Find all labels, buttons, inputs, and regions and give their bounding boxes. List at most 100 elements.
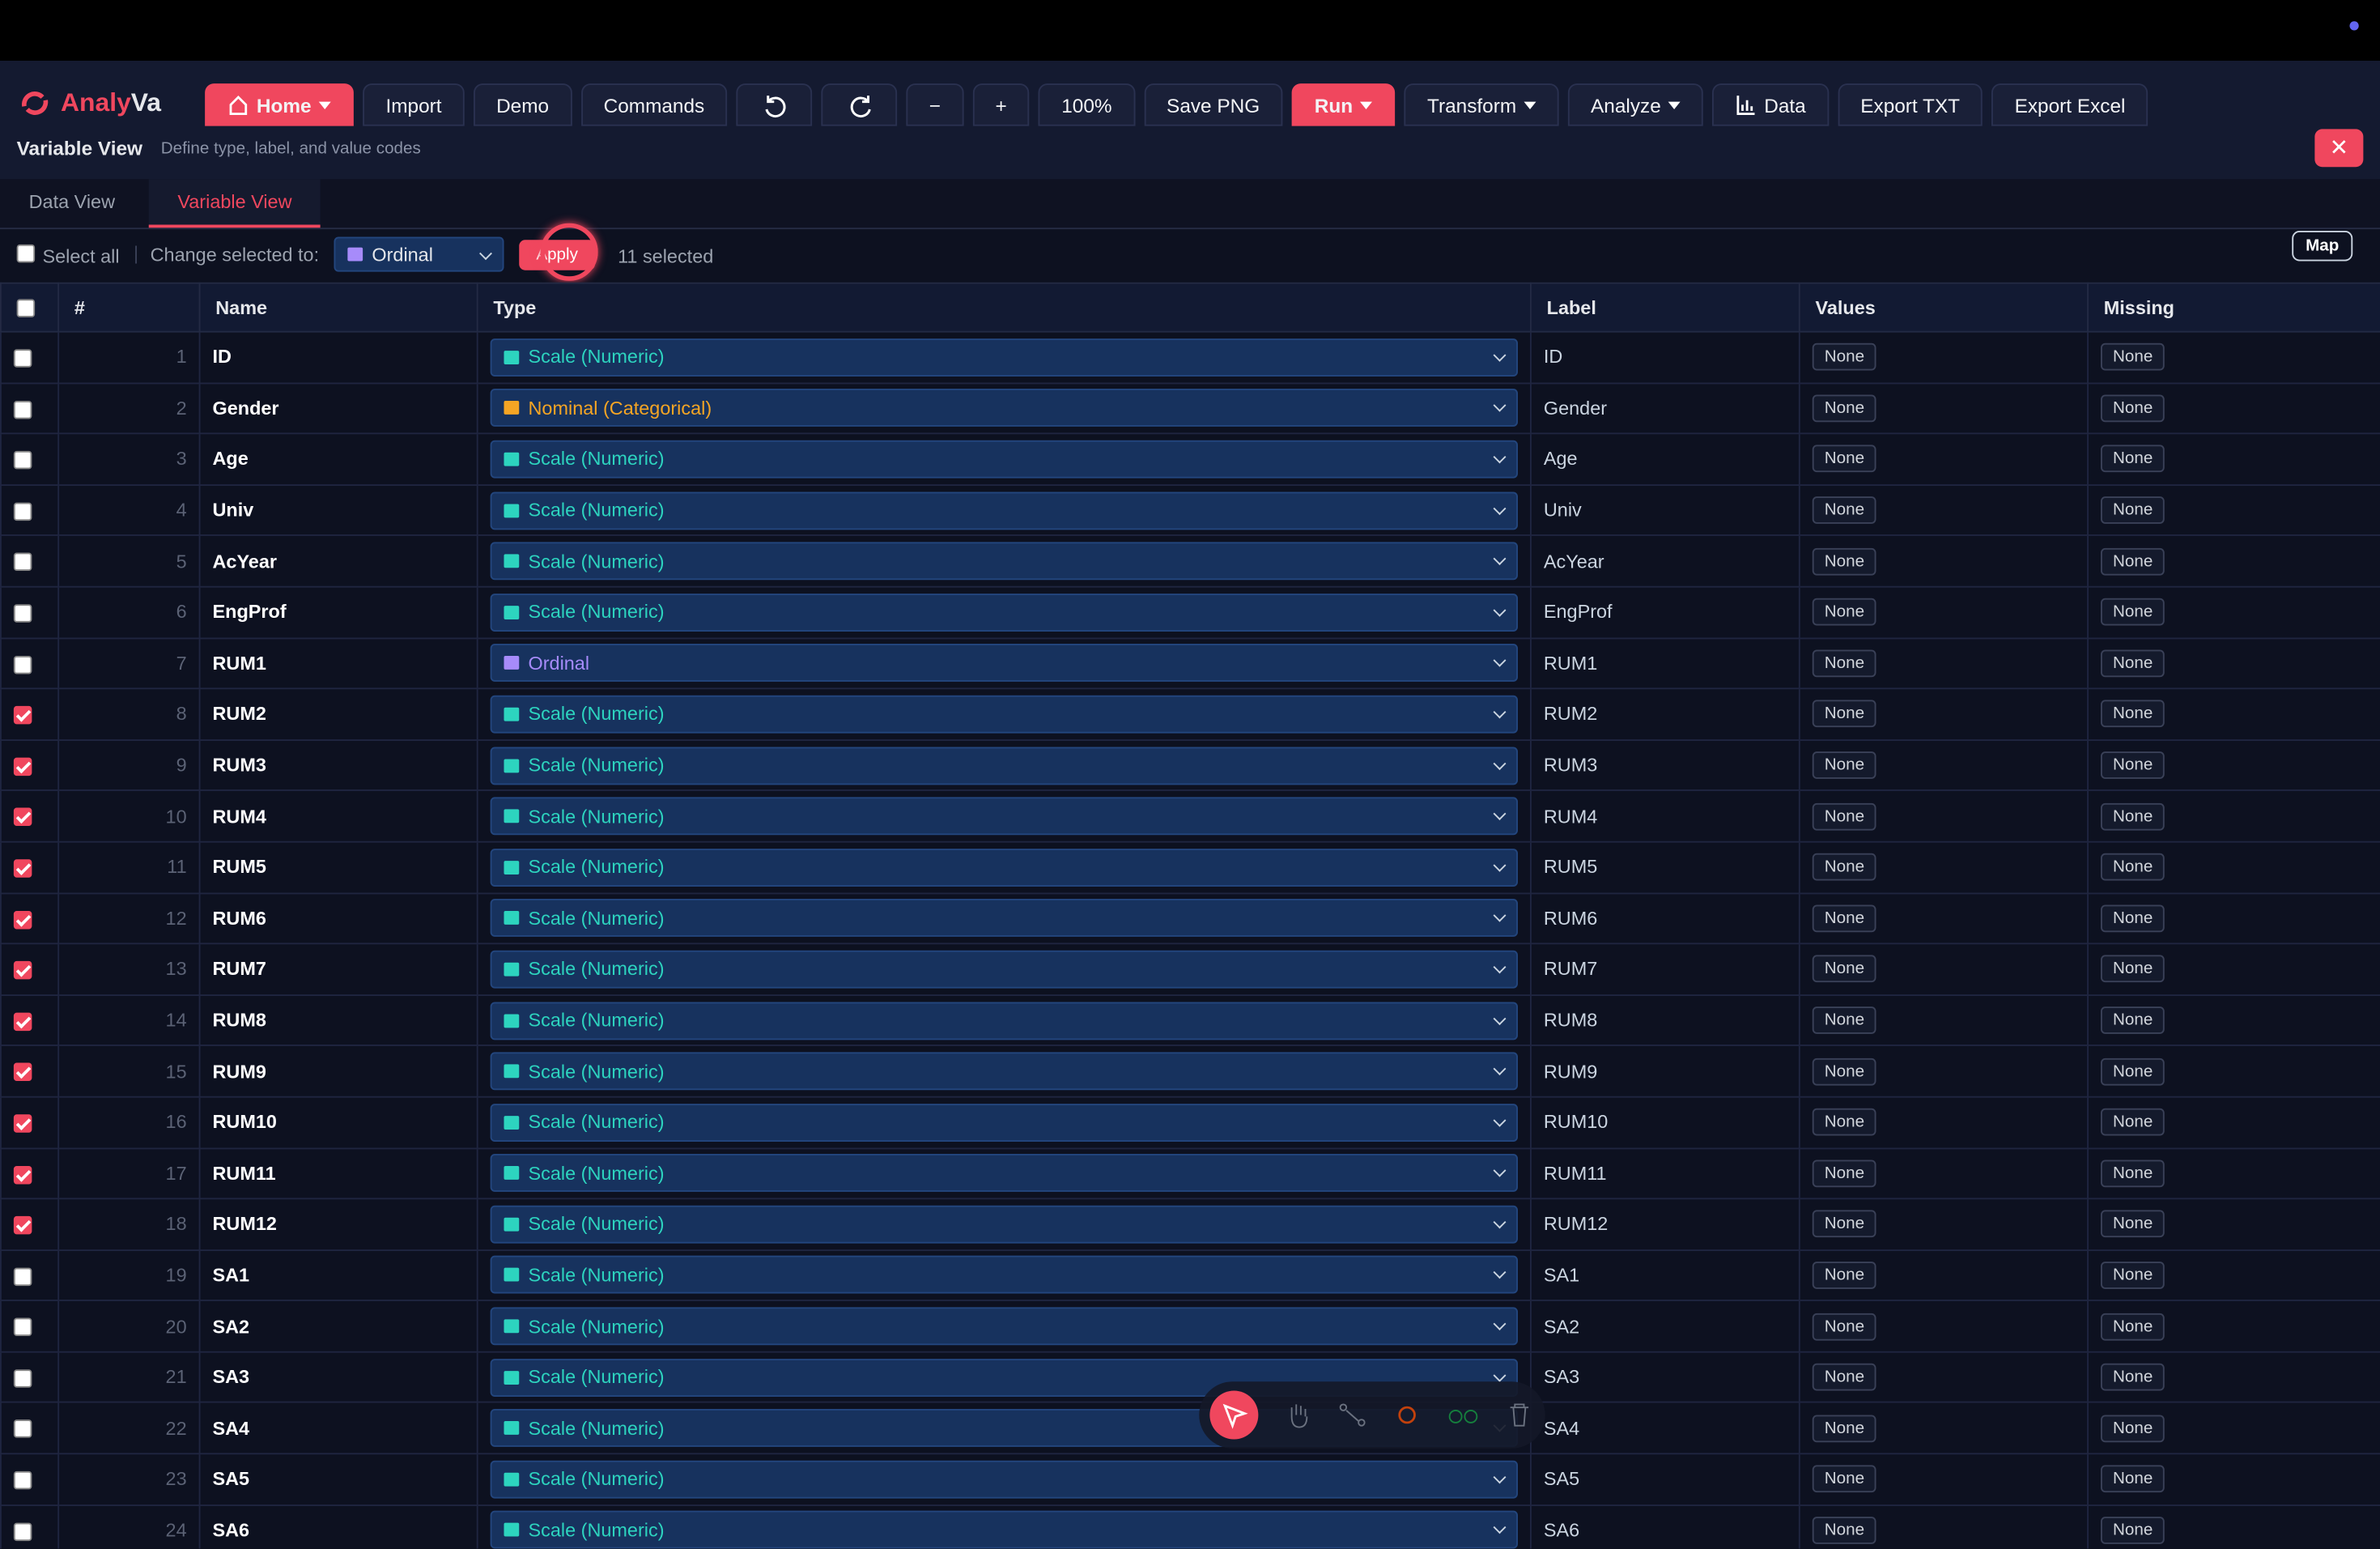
type-select[interactable]: Scale (Numeric) xyxy=(490,746,1518,785)
values-pill[interactable]: None xyxy=(1812,598,1877,626)
missing-pill[interactable]: None xyxy=(2101,1517,2165,1544)
row-checkbox[interactable] xyxy=(13,1114,32,1133)
toolbar-button[interactable]: Save PNG xyxy=(1143,83,1283,126)
connect-tool[interactable] xyxy=(1336,1398,1369,1432)
values-pill[interactable]: None xyxy=(1812,955,1877,983)
values-pill[interactable]: None xyxy=(1812,1262,1877,1289)
values-pill[interactable]: None xyxy=(1812,1057,1877,1085)
missing-pill[interactable]: None xyxy=(2101,445,2165,474)
missing-pill[interactable]: None xyxy=(2101,955,2165,983)
view-tool[interactable] xyxy=(1445,1398,1481,1432)
type-select[interactable]: Scale (Numeric) xyxy=(490,1154,1518,1193)
row-checkbox[interactable] xyxy=(13,1369,32,1388)
missing-pill[interactable]: None xyxy=(2101,394,2165,423)
toolbar-button[interactable]: Run xyxy=(1291,83,1396,126)
type-select[interactable]: Scale (Numeric) xyxy=(490,797,1518,836)
values-pill[interactable]: None xyxy=(1812,394,1877,423)
redo-button[interactable] xyxy=(821,83,898,126)
row-checkbox[interactable] xyxy=(13,706,32,725)
type-select[interactable]: Scale (Numeric) xyxy=(490,593,1518,632)
row-checkbox[interactable] xyxy=(13,859,32,878)
toolbar-button[interactable]: Data xyxy=(1712,83,1829,126)
row-checkbox[interactable] xyxy=(13,1318,32,1337)
map-button[interactable]: Map xyxy=(2292,231,2353,262)
values-pill[interactable]: None xyxy=(1812,700,1877,728)
type-select[interactable]: Scale (Numeric) xyxy=(490,1103,1518,1142)
toolbar-button[interactable]: Commands xyxy=(580,83,728,126)
type-select[interactable]: Scale (Numeric) xyxy=(490,338,1518,377)
missing-pill[interactable]: None xyxy=(2101,1415,2165,1442)
row-checkbox[interactable] xyxy=(13,1267,32,1286)
type-select[interactable]: Scale (Numeric) xyxy=(490,1460,1518,1499)
row-checkbox[interactable] xyxy=(13,961,32,980)
values-pill[interactable]: None xyxy=(1812,1313,1877,1340)
type-select[interactable]: Scale (Numeric) xyxy=(490,1205,1518,1244)
missing-pill[interactable]: None xyxy=(2101,1006,2165,1034)
undo-button[interactable] xyxy=(736,83,813,126)
row-checkbox[interactable] xyxy=(13,808,32,827)
missing-pill[interactable]: None xyxy=(2101,802,2165,830)
values-pill[interactable]: None xyxy=(1812,1211,1877,1238)
row-checkbox[interactable] xyxy=(13,400,32,419)
missing-pill[interactable]: None xyxy=(2101,1057,2165,1085)
toolbar-button[interactable]: Home xyxy=(205,83,355,126)
tab[interactable]: Variable View xyxy=(148,179,321,228)
missing-pill[interactable]: None xyxy=(2101,1313,2165,1340)
values-pill[interactable]: None xyxy=(1812,1006,1877,1034)
missing-pill[interactable]: None xyxy=(2101,1364,2165,1391)
type-select[interactable]: Scale (Numeric) xyxy=(490,542,1518,581)
values-pill[interactable]: None xyxy=(1812,1466,1877,1493)
shape-tool[interactable] xyxy=(1391,1398,1424,1432)
type-select[interactable]: Scale (Numeric) xyxy=(490,1307,1518,1346)
toolbar-button[interactable]: + xyxy=(972,83,1030,126)
values-pill[interactable]: None xyxy=(1812,547,1877,576)
row-checkbox[interactable] xyxy=(13,349,32,368)
row-checkbox[interactable] xyxy=(13,1165,32,1184)
row-checkbox[interactable] xyxy=(13,451,32,470)
values-pill[interactable]: None xyxy=(1812,496,1877,525)
values-pill[interactable]: None xyxy=(1812,751,1877,779)
hand-tool[interactable] xyxy=(1281,1398,1315,1432)
row-checkbox[interactable] xyxy=(13,502,32,521)
missing-pill[interactable]: None xyxy=(2101,343,2165,372)
pointer-tool[interactable] xyxy=(1209,1389,1260,1441)
values-pill[interactable]: None xyxy=(1812,904,1877,932)
values-pill[interactable]: None xyxy=(1812,1415,1877,1442)
close-button[interactable]: ✕ xyxy=(2314,129,2364,168)
values-pill[interactable]: None xyxy=(1812,445,1877,474)
row-checkbox[interactable] xyxy=(13,1470,32,1490)
values-pill[interactable]: None xyxy=(1812,853,1877,881)
missing-pill[interactable]: None xyxy=(2101,700,2165,728)
row-checkbox[interactable] xyxy=(13,910,32,929)
missing-pill[interactable]: None xyxy=(2101,598,2165,626)
missing-pill[interactable]: None xyxy=(2101,496,2165,525)
row-checkbox[interactable] xyxy=(13,1420,32,1439)
type-select[interactable]: Scale (Numeric) xyxy=(490,491,1518,530)
row-checkbox[interactable] xyxy=(13,757,32,776)
values-pill[interactable]: None xyxy=(1812,1109,1877,1136)
tab[interactable]: Data View xyxy=(28,191,116,213)
toolbar-button[interactable]: 100% xyxy=(1039,83,1135,126)
type-select[interactable]: Scale (Numeric) xyxy=(490,440,1518,479)
missing-pill[interactable]: None xyxy=(2101,1211,2165,1238)
toolbar-button[interactable]: Export TXT xyxy=(1838,83,1983,126)
toolbar-button[interactable]: Transform xyxy=(1404,83,1559,126)
delete-tool[interactable] xyxy=(1502,1398,1536,1432)
type-select[interactable]: Scale (Numeric) xyxy=(490,1001,1518,1040)
missing-pill[interactable]: None xyxy=(2101,751,2165,779)
toolbar-button[interactable]: Demo xyxy=(473,83,572,126)
type-select[interactable]: Scale (Numeric) xyxy=(490,1052,1518,1091)
values-pill[interactable]: None xyxy=(1812,1160,1877,1187)
toolbar-button[interactable]: Import xyxy=(363,83,465,126)
missing-pill[interactable]: None xyxy=(2101,1262,2165,1289)
missing-pill[interactable]: None xyxy=(2101,853,2165,881)
type-select[interactable]: Nominal (Categorical) xyxy=(490,389,1518,428)
toolbar-button[interactable]: − xyxy=(906,83,964,126)
type-select[interactable]: Scale (Numeric) xyxy=(490,899,1518,938)
row-checkbox[interactable] xyxy=(13,1216,32,1235)
missing-pill[interactable]: None xyxy=(2101,904,2165,932)
type-select[interactable]: Ordinal xyxy=(490,644,1518,683)
type-select[interactable]: Scale (Numeric) xyxy=(490,1256,1518,1295)
type-select[interactable]: Scale (Numeric) xyxy=(490,695,1518,734)
select-all-checkbox[interactable] xyxy=(16,244,36,263)
